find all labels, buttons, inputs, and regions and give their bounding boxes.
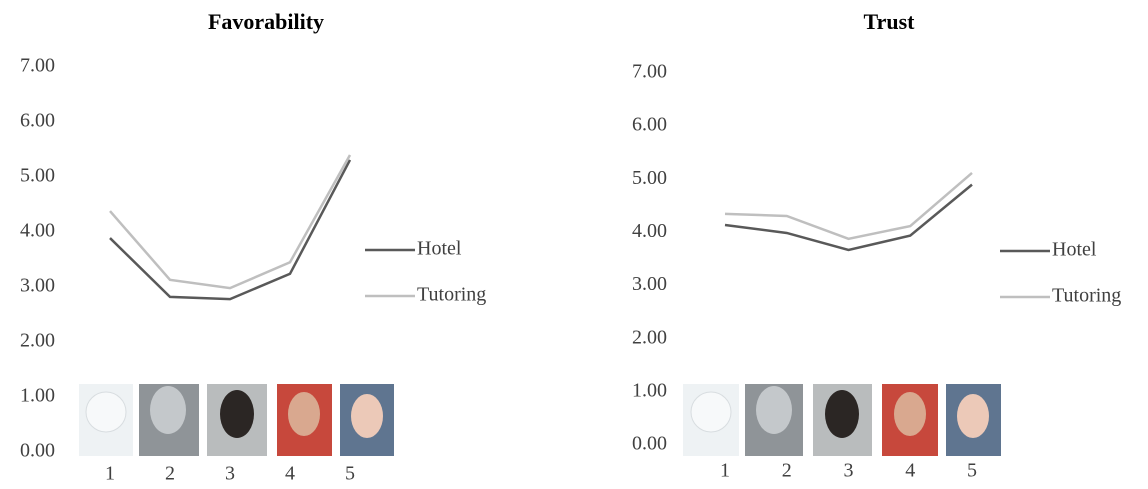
y-tick-label: 7.00 [632,61,667,83]
y-tick-label: 3.00 [20,275,55,297]
y-tick-label: 0.00 [20,440,55,462]
y-tick-label: 1.00 [20,385,55,407]
data-line [724,183,973,252]
robot-image [756,386,792,434]
x-tick-label: 1 [720,460,730,482]
y-tick-label: 2.00 [20,330,55,352]
robot-image [85,391,127,433]
data-line [724,171,973,241]
y-tick-label: 6.00 [20,110,55,132]
data-line [109,159,352,301]
x-tick-label: 5 [345,463,355,485]
x-tick-label: 1 [105,463,115,485]
y-tick-label: 2.00 [632,326,667,348]
y-tick-label: 7.00 [20,55,55,77]
y-tick-label: 0.00 [632,433,667,455]
x-tick-label: 3 [225,463,235,485]
robot-image [690,391,732,433]
x-tick-label: 5 [967,460,977,482]
robot-image [894,392,926,436]
y-tick-label: 6.00 [632,114,667,136]
y-tick-label: 5.00 [20,165,55,187]
x-tick-label: 3 [844,460,854,482]
robot-image [825,390,859,438]
legend-label: Hotel [1052,239,1097,261]
y-tick-label: 3.00 [632,273,667,295]
legend-label: Tutoring [1052,285,1121,307]
chart-title: Favorability [208,9,324,34]
y-tick-label: 4.00 [20,220,55,242]
legend-label: Hotel [417,238,462,260]
robot-images-left [79,384,394,456]
x-tick-label: 4 [285,463,295,485]
robot-images-right [683,384,1001,456]
x-tick-label: 2 [165,463,175,485]
x-tick-label: 2 [782,460,792,482]
robot-image [220,390,254,438]
data-line [109,154,352,290]
robot-image [150,386,186,434]
legend-label: Tutoring [417,284,486,306]
x-tick-label: 4 [905,460,915,482]
robot-image [288,392,320,436]
y-tick-label: 5.00 [632,167,667,189]
robot-image [351,394,383,438]
chart-title: Trust [864,9,916,34]
y-tick-label: 4.00 [632,220,667,242]
robot-image [957,394,989,438]
y-tick-label: 1.00 [632,379,667,401]
